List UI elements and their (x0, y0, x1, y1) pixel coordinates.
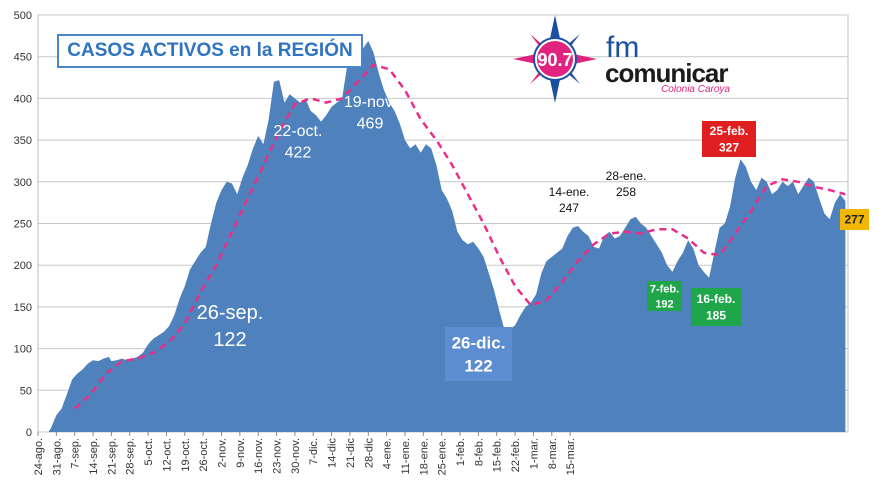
x-tick-label: 4-ene. (382, 438, 394, 469)
x-tick-label: 24-ago. (33, 438, 45, 475)
annotation-label: 26-dic. (452, 333, 506, 352)
annotation-box (702, 121, 756, 157)
y-tick-label: 350 (14, 135, 32, 147)
annotation-value: 192 (655, 298, 673, 310)
x-tick-label: 28-dic (363, 438, 375, 468)
y-tick-label: 200 (14, 260, 32, 272)
x-tick-label: 23-nov. (272, 438, 284, 474)
x-tick-label: 1-mar. (528, 438, 540, 469)
annotation-value: 258 (616, 185, 636, 199)
x-tick-label: 30-nov. (290, 438, 302, 474)
annotation-14-ene: 14-ene. 247 (549, 185, 590, 215)
x-tick-label: 21-dic (345, 438, 357, 468)
trend-line (73, 63, 846, 410)
annotation-label: 26-sep. (197, 302, 264, 324)
annotation-25-feb: 25-feb. 327 (702, 121, 756, 157)
y-tick-label: 250 (14, 219, 32, 231)
x-axis: 24-ago. 31-ago. 7-sep. 14-sep. 21-sep. 28-sep… (33, 432, 577, 475)
x-tick-label: 14-sep. (88, 438, 100, 475)
y-tick-label: 500 (14, 10, 32, 22)
annotation-box (647, 281, 682, 311)
x-tick-label: 28-sep. (125, 438, 137, 475)
annotation-28-ene: 28-ene. 258 (606, 169, 647, 199)
x-tick-label: 15-mar. (565, 438, 577, 475)
y-axis: 0 50 100 150 200 250 300 350 400 450 500 (14, 10, 32, 439)
y-tick-label: 450 (14, 52, 32, 64)
x-tick-label: 9-nov. (235, 438, 247, 468)
x-tick-label: 31-ago. (51, 438, 63, 475)
annotation-value: 327 (719, 140, 739, 154)
annotation-value: 247 (559, 201, 579, 215)
annotation-value: 277 (844, 213, 864, 227)
x-tick-label: 2-nov. (216, 438, 228, 468)
annotation-label: 14-ene. (549, 185, 590, 199)
y-tick-label: 400 (14, 93, 32, 105)
annotation-value: 122 (213, 329, 246, 351)
annotations: 26-sep. 122 22-oct. 422 19-nov. 469 26-dic. 122… (197, 94, 869, 381)
x-tick-label: 21-sep. (106, 438, 118, 475)
annotation-label: 28-ene. (606, 169, 647, 183)
x-tick-label: 7-dic. (308, 438, 320, 465)
annotation-value: 422 (285, 145, 312, 162)
x-tick-label: 12-oct. (161, 438, 173, 472)
x-tick-label: 15-feb. (492, 438, 504, 472)
annotation-box (840, 209, 869, 230)
annotation-16-feb: 16-feb. 185 (691, 288, 741, 326)
x-tick-label: 7-sep. (70, 438, 82, 469)
annotation-box (445, 327, 512, 381)
cases-area (38, 40, 846, 433)
x-tick-label: 8-mar. (547, 438, 559, 469)
x-tick-label: 14-dic (327, 438, 339, 468)
x-tick-label: 18-ene. (418, 438, 430, 475)
annotation-value: 122 (464, 356, 492, 375)
y-tick-label: 0 (26, 427, 32, 439)
annotation-label: 25-feb. (710, 124, 749, 138)
annotation-26-dic: 26-dic. 122 (445, 327, 512, 381)
x-tick-label: 1-feb. (455, 438, 467, 466)
annotation-value: 469 (357, 116, 384, 133)
trend-series (73, 63, 846, 410)
cases-area-series (38, 40, 846, 433)
annotation-22-oct: 22-oct. 422 (274, 123, 323, 162)
x-tick-label: 16-nov. (253, 438, 265, 474)
x-tick-label: 5-oct. (143, 438, 155, 466)
x-tick-label: 26-oct. (198, 438, 210, 472)
annotation-7-feb: 7-feb. 192 (647, 281, 682, 311)
annotation-last: 277 (840, 209, 869, 230)
y-tick-label: 100 (14, 344, 32, 356)
annotation-26-sep: 26-sep. 122 (197, 302, 264, 351)
x-tick-label: 8-feb. (473, 438, 485, 466)
y-tick-label: 150 (14, 302, 32, 314)
annotation-label: 16-feb. (697, 292, 736, 306)
annotation-label: 22-oct. (274, 123, 323, 140)
annotation-value: 185 (706, 308, 726, 322)
annotation-label: 19-nov. (344, 94, 396, 111)
annotation-label: 7-feb. (650, 283, 679, 295)
y-tick-label: 50 (20, 385, 32, 397)
x-tick-label: 19-oct. (180, 438, 192, 472)
chart-title: CASOS ACTIVOS en la REGIÓN (57, 34, 363, 68)
annotation-19-nov: 19-nov. 469 (344, 94, 396, 133)
y-tick-label: 300 (14, 177, 32, 189)
x-tick-label: 22-feb. (510, 438, 522, 472)
x-tick-label: 11-ene. (400, 438, 412, 475)
annotation-box (691, 288, 741, 326)
x-tick-label: 25-ene. (437, 438, 449, 475)
